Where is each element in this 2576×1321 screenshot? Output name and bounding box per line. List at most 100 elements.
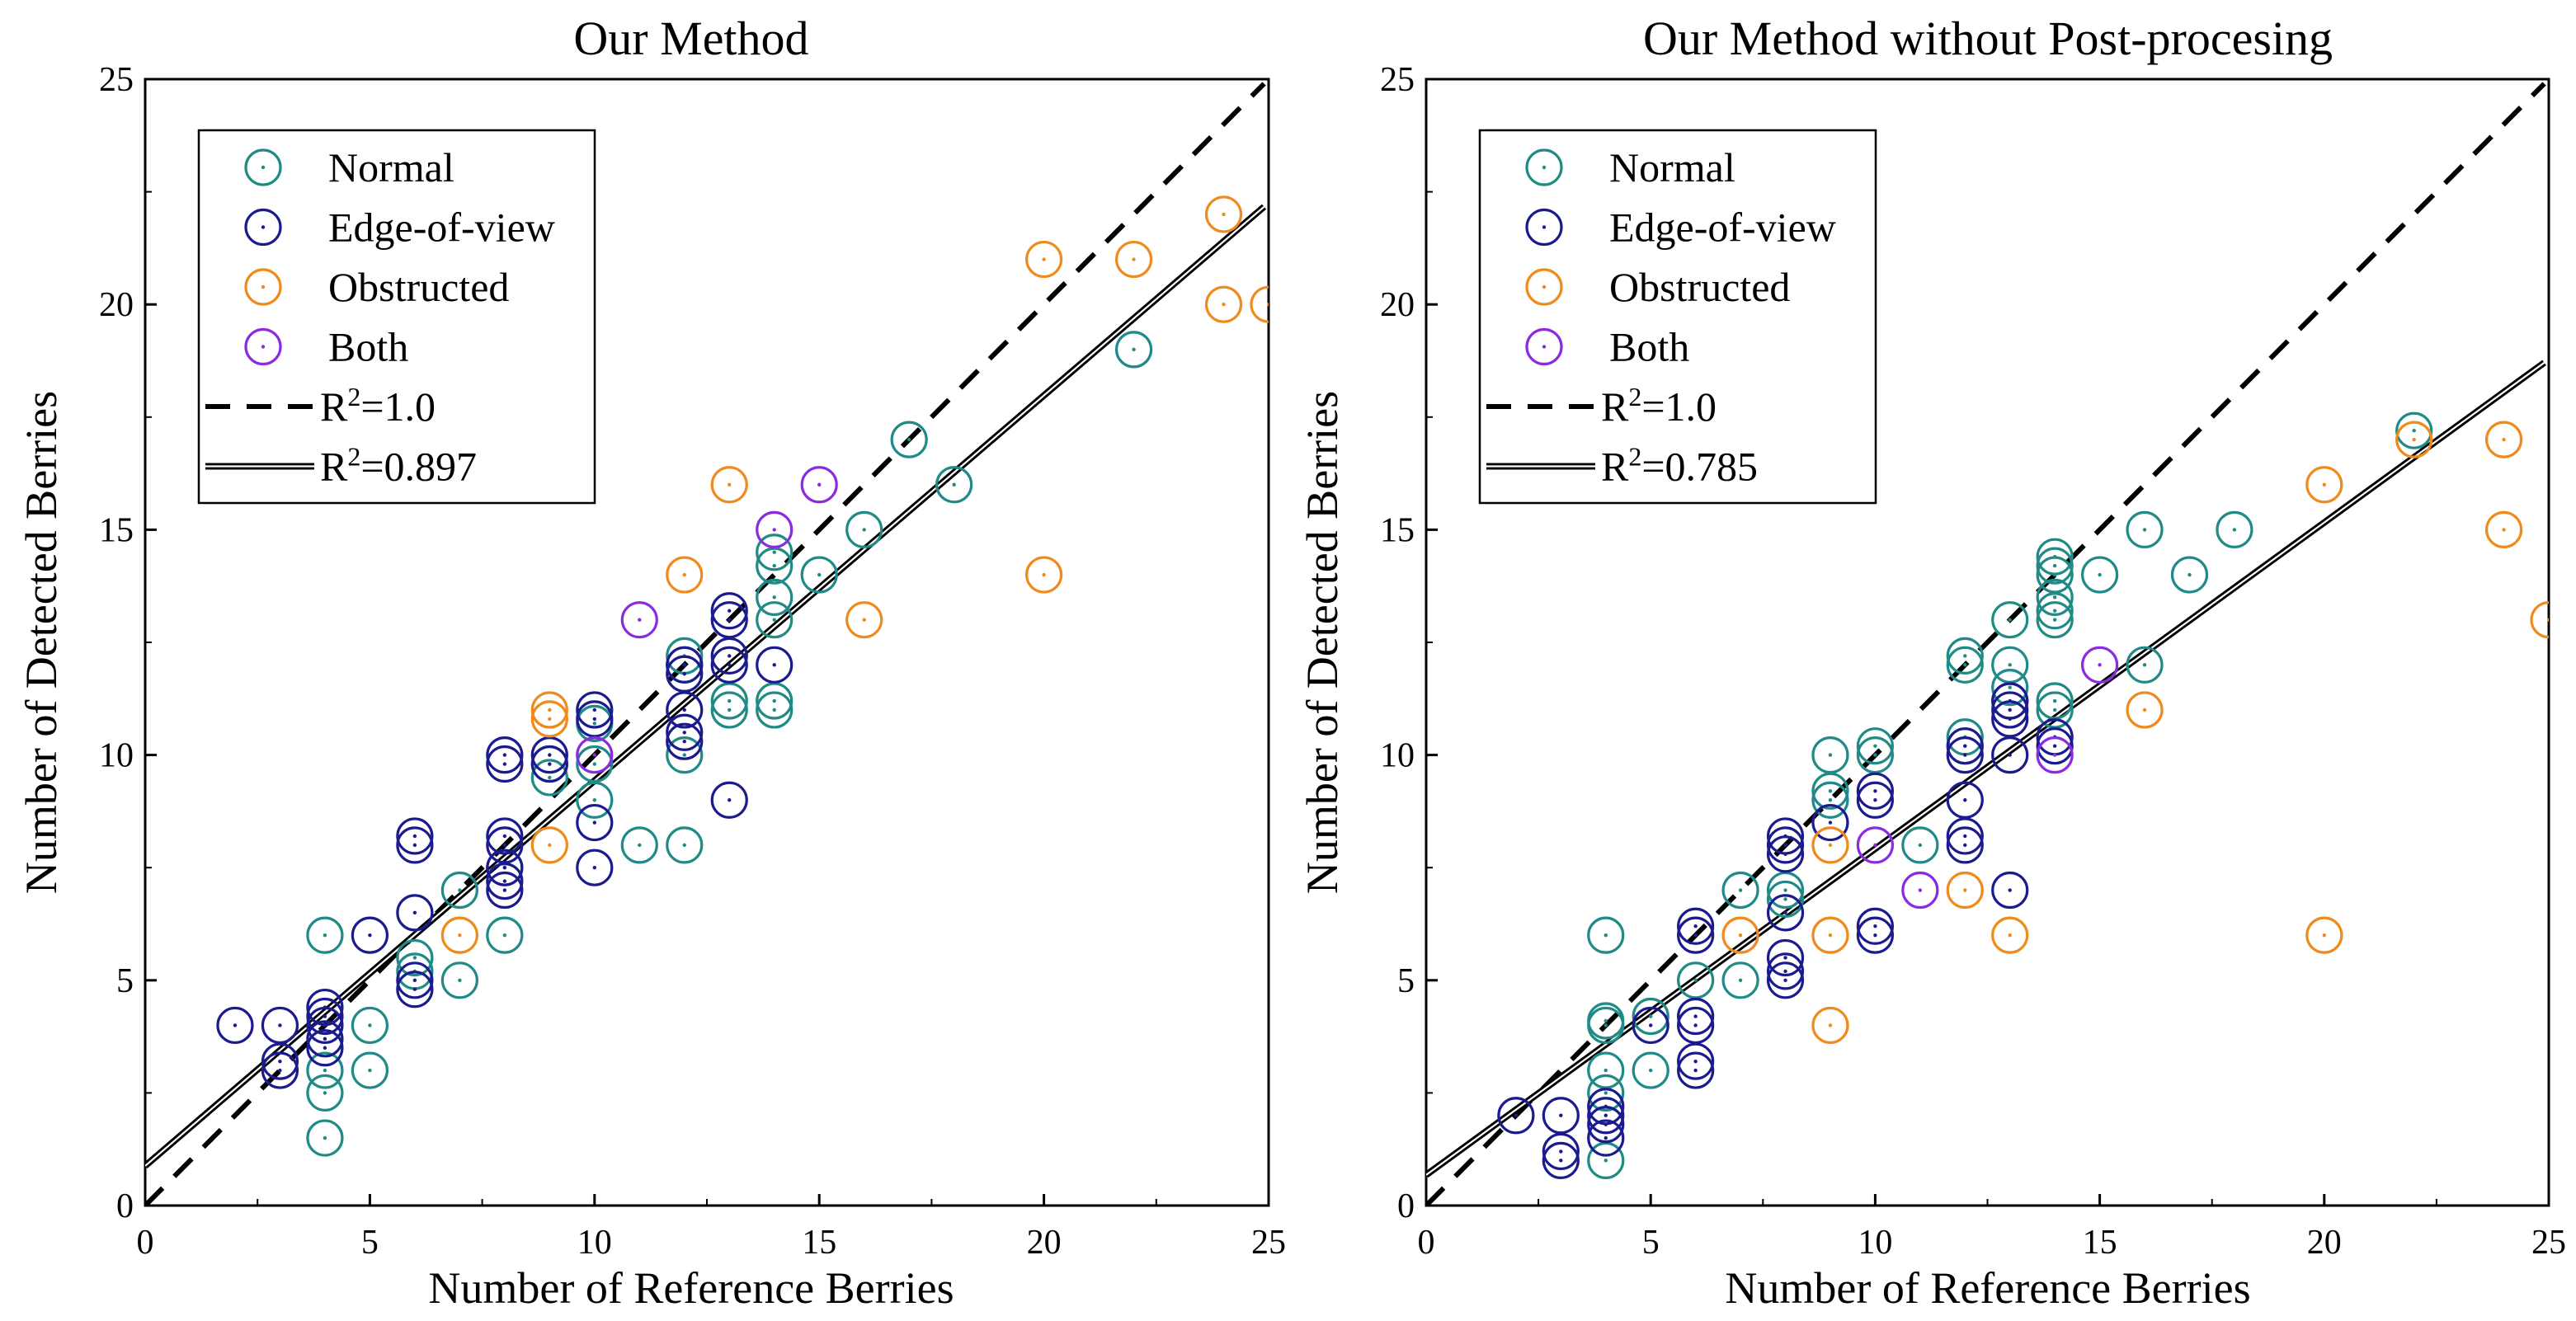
plot-area bbox=[145, 82, 1269, 1206]
data-point bbox=[710, 646, 748, 684]
data-point-center bbox=[2052, 753, 2057, 757]
data-point bbox=[1946, 781, 1984, 819]
data-point-center bbox=[233, 1023, 238, 1027]
data-point bbox=[620, 601, 658, 639]
data-point bbox=[1811, 736, 1849, 774]
data-point-center bbox=[2052, 744, 2057, 748]
data-point bbox=[1587, 1097, 1625, 1135]
data-point bbox=[306, 997, 344, 1036]
data-point-center bbox=[2546, 618, 2549, 622]
legend-label: R2=1.0 bbox=[1601, 382, 1717, 430]
data-point-center bbox=[1873, 789, 1877, 793]
y-tick-label: 0 bbox=[1397, 1187, 1415, 1225]
data-point-center bbox=[682, 572, 686, 577]
data-point bbox=[351, 1006, 389, 1045]
y-axis-label: Number of Detected Berries bbox=[1297, 391, 1347, 894]
data-point-center bbox=[1963, 744, 1967, 748]
legend-marker-center bbox=[1542, 345, 1547, 349]
data-point bbox=[1811, 803, 1849, 842]
data-point-center bbox=[1873, 924, 1877, 928]
data-point-center bbox=[2008, 698, 2012, 703]
series-normal bbox=[1587, 411, 2433, 1179]
data-point-center bbox=[2412, 437, 2416, 442]
data-point-center bbox=[1604, 1091, 1608, 1095]
data-point bbox=[1766, 938, 1805, 977]
data-point-center bbox=[592, 708, 596, 712]
data-point bbox=[486, 862, 524, 900]
legend-marker bbox=[1525, 208, 1563, 247]
data-point-center bbox=[592, 820, 596, 825]
data-point bbox=[1632, 997, 1669, 1036]
data-point-center bbox=[1693, 933, 1698, 938]
data-point bbox=[710, 637, 748, 675]
data-point-center bbox=[1828, 798, 1833, 802]
data-point-center bbox=[323, 1037, 327, 1041]
data-point bbox=[1204, 195, 1243, 233]
data-point bbox=[1811, 826, 1849, 864]
y-tick-label: 10 bbox=[99, 737, 134, 775]
data-point bbox=[2216, 510, 2253, 549]
data-point bbox=[666, 736, 704, 774]
data-point bbox=[1901, 871, 1939, 910]
data-point-center bbox=[772, 663, 776, 667]
data-point-center bbox=[1604, 1018, 1608, 1023]
legend-label: Edge-of-view bbox=[328, 204, 555, 251]
data-point-center bbox=[323, 933, 327, 938]
legend-marker bbox=[244, 268, 282, 306]
data-point-center bbox=[1738, 933, 1743, 938]
data-point-center bbox=[1649, 1068, 1653, 1073]
legend-label: R2=1.0 bbox=[320, 382, 436, 430]
data-point-center bbox=[1963, 753, 1967, 757]
data-point-center bbox=[1693, 924, 1698, 928]
data-point-center bbox=[2008, 708, 2012, 712]
data-point-center bbox=[1693, 978, 1698, 983]
data-point-center bbox=[592, 762, 596, 766]
data-point bbox=[710, 682, 748, 720]
data-point-center bbox=[1604, 933, 1608, 938]
series-both bbox=[576, 466, 838, 774]
legend-box bbox=[197, 129, 596, 505]
legend-marker bbox=[1525, 268, 1563, 306]
data-point-center bbox=[412, 834, 417, 839]
data-point-center bbox=[1963, 843, 1967, 848]
data-point bbox=[396, 971, 434, 1008]
data-point bbox=[1856, 907, 1894, 945]
data-point bbox=[440, 871, 478, 910]
data-point-center bbox=[2052, 554, 2057, 559]
data-point bbox=[1811, 916, 1849, 954]
data-point-center bbox=[1783, 888, 1787, 892]
data-point-center bbox=[728, 663, 732, 667]
data-point bbox=[530, 691, 568, 729]
data-point-center bbox=[772, 550, 776, 554]
data-point bbox=[1991, 691, 2029, 729]
y-axis-label: Number of Detected Berries bbox=[16, 391, 66, 894]
data-point-center bbox=[592, 753, 596, 757]
data-point-center bbox=[2187, 572, 2192, 577]
data-point bbox=[666, 655, 704, 693]
data-point-center bbox=[1783, 910, 1787, 915]
data-point-center bbox=[278, 1068, 282, 1073]
data-point-center bbox=[502, 834, 507, 839]
data-point-center bbox=[1828, 753, 1833, 757]
data-point bbox=[396, 961, 434, 999]
data-point bbox=[1204, 285, 1243, 323]
data-point bbox=[1587, 1002, 1625, 1040]
data-point-center bbox=[592, 722, 596, 726]
data-point bbox=[2036, 578, 2074, 616]
data-point bbox=[1946, 646, 1984, 684]
legend: Normal Edge-of-view Obstructed Both R2=1.0 R2… bbox=[1478, 129, 1877, 505]
data-point bbox=[351, 916, 389, 954]
data-point bbox=[2036, 601, 2074, 639]
data-point bbox=[576, 745, 614, 783]
data-point bbox=[530, 736, 568, 774]
data-point-center bbox=[817, 482, 822, 487]
legend-label: Normal bbox=[328, 144, 454, 190]
data-point-center bbox=[412, 910, 417, 915]
data-point bbox=[2036, 727, 2074, 765]
data-point bbox=[2036, 547, 2074, 585]
data-point-center bbox=[502, 879, 507, 883]
data-point-center bbox=[548, 843, 552, 848]
data-point-center bbox=[1042, 257, 1046, 261]
data-point bbox=[2036, 682, 2074, 720]
data-point bbox=[710, 781, 748, 819]
